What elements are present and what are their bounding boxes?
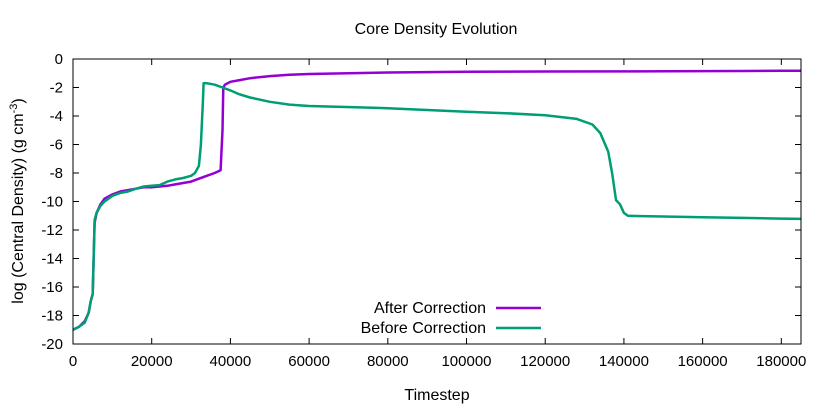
x-tick-label: 80000 <box>367 353 409 370</box>
legend: After Correction Before Correction <box>361 300 541 337</box>
y-tick-label: -2 <box>50 80 63 97</box>
x-tick-label: 100000 <box>441 353 491 370</box>
y-tick-label: -6 <box>50 137 63 154</box>
y-tick-label: -14 <box>41 251 63 268</box>
y-axis-label-close: ) <box>10 98 27 103</box>
y-axis-label-exponent: -3 <box>8 104 20 114</box>
y-tick-label: -20 <box>41 336 63 353</box>
x-tick-label: 60000 <box>288 353 330 370</box>
legend-label-after: After Correction <box>374 300 486 317</box>
chart-title: Core Density Evolution <box>355 21 518 38</box>
series-line-before-correction <box>72 81 802 331</box>
y-axis-label: log (Central Density) (g cm-3) <box>8 98 27 303</box>
y-tick-label: -16 <box>41 279 63 296</box>
y-axis-label-main: log (Central Density) (g cm <box>10 113 27 303</box>
x-tick-labels: 0 20000 40000 60000 80000 100000 120000 140000 1… <box>69 353 807 370</box>
y-tick-label: -4 <box>50 108 63 125</box>
axis-ticks <box>72 58 801 345</box>
plot-frame <box>72 58 802 345</box>
y-tick-label: -8 <box>50 165 63 182</box>
x-tick-label: 40000 <box>210 353 252 370</box>
y-tick-label: -18 <box>41 308 63 325</box>
x-tick-label: 0 <box>69 353 77 370</box>
x-tick-label: 20000 <box>131 353 173 370</box>
x-tick-label: 180000 <box>756 353 806 370</box>
y-tick-label: -12 <box>41 222 63 239</box>
x-tick-label: 140000 <box>599 353 649 370</box>
x-tick-label: 160000 <box>678 353 728 370</box>
series-layer <box>72 69 802 331</box>
y-tick-labels: 0 -2 -4 -6 -8 -10 -12 -14 -16 -18 -20 <box>41 51 63 353</box>
x-tick-label: 120000 <box>520 353 570 370</box>
y-tick-label: -10 <box>41 194 63 211</box>
legend-label-before: Before Correction <box>361 320 486 337</box>
y-tick-label: 0 <box>55 51 63 68</box>
x-axis-label: Timestep <box>404 387 469 404</box>
